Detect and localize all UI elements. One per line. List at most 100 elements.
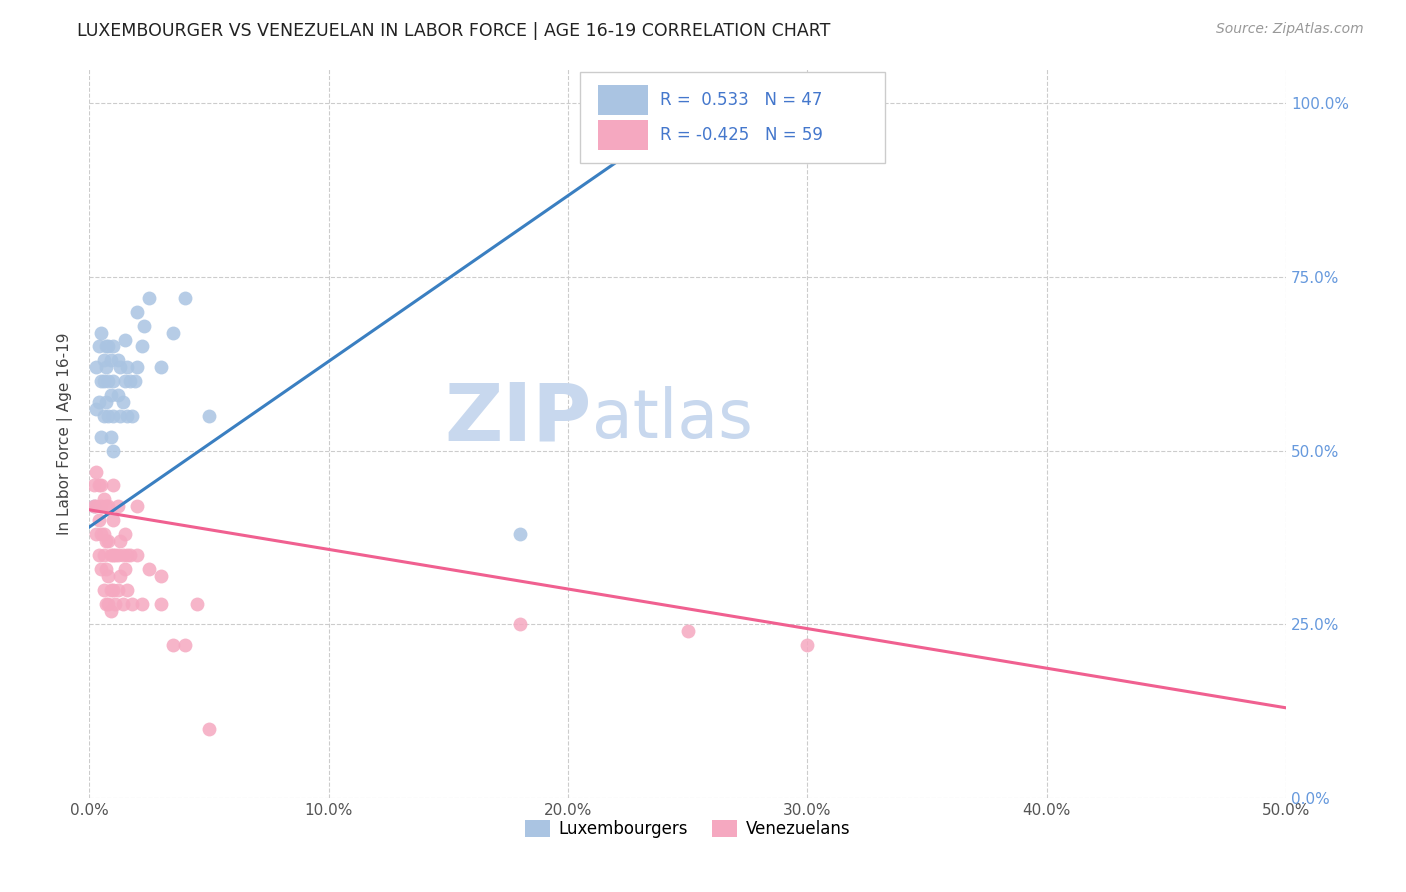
Legend: Luxembourgers, Venezuelans: Luxembourgers, Venezuelans	[517, 813, 858, 845]
Point	[94, 500, 117, 514]
Point	[87, 339, 110, 353]
Point	[86, 527, 108, 541]
Point	[101, 478, 124, 492]
Point	[107, 582, 129, 597]
Text: R =  0.533   N = 47: R = 0.533 N = 47	[659, 91, 823, 109]
Point	[138, 291, 160, 305]
FancyBboxPatch shape	[598, 85, 648, 115]
Point	[114, 562, 136, 576]
Point	[94, 534, 117, 549]
Point	[90, 430, 112, 444]
Point	[97, 339, 120, 353]
Point	[83, 478, 105, 492]
Point	[110, 568, 132, 582]
Point	[101, 374, 124, 388]
Point	[97, 534, 120, 549]
Point	[97, 409, 120, 423]
Point	[86, 465, 108, 479]
Point	[110, 360, 132, 375]
Text: atlas: atlas	[592, 385, 752, 451]
Point	[131, 597, 153, 611]
Point	[104, 597, 127, 611]
Point	[87, 548, 110, 562]
Point	[94, 360, 117, 375]
Point	[94, 395, 117, 409]
Point	[100, 388, 122, 402]
Point	[174, 291, 197, 305]
Point	[93, 409, 115, 423]
Text: ZIP: ZIP	[444, 380, 592, 458]
Point	[509, 527, 531, 541]
Point	[107, 500, 129, 514]
Point	[125, 500, 148, 514]
Point	[111, 548, 134, 562]
Point	[97, 597, 120, 611]
Point	[121, 597, 143, 611]
Point	[149, 568, 172, 582]
Point	[118, 548, 141, 562]
Point	[121, 409, 143, 423]
Point	[101, 443, 124, 458]
Point	[111, 597, 134, 611]
Point	[107, 353, 129, 368]
Point	[94, 562, 117, 576]
Point	[110, 409, 132, 423]
Point	[94, 597, 117, 611]
Point	[83, 500, 105, 514]
Point	[676, 624, 699, 639]
Point	[174, 638, 197, 652]
Point	[125, 360, 148, 375]
Point	[198, 722, 221, 736]
Point	[90, 374, 112, 388]
Point	[100, 353, 122, 368]
FancyBboxPatch shape	[579, 72, 884, 163]
Point	[111, 395, 134, 409]
Point	[101, 339, 124, 353]
Point	[101, 548, 124, 562]
Point	[131, 339, 153, 353]
Point	[138, 562, 160, 576]
Point	[87, 395, 110, 409]
Point	[100, 548, 122, 562]
Point	[134, 318, 156, 333]
Point	[93, 527, 115, 541]
Point	[114, 333, 136, 347]
Point	[107, 548, 129, 562]
Point	[90, 478, 112, 492]
Point	[90, 562, 112, 576]
Y-axis label: In Labor Force | Age 16-19: In Labor Force | Age 16-19	[58, 332, 73, 534]
Point	[100, 603, 122, 617]
Point	[97, 568, 120, 582]
Point	[114, 527, 136, 541]
Point	[93, 353, 115, 368]
Point	[97, 500, 120, 514]
Point	[86, 402, 108, 417]
Point	[90, 326, 112, 340]
Point	[186, 597, 208, 611]
Point	[104, 548, 127, 562]
Point	[101, 513, 124, 527]
Point	[198, 409, 221, 423]
Text: Source: ZipAtlas.com: Source: ZipAtlas.com	[1216, 22, 1364, 37]
Point	[101, 582, 124, 597]
Point	[83, 500, 105, 514]
Point	[162, 326, 184, 340]
Point	[114, 374, 136, 388]
Point	[93, 492, 115, 507]
Point	[100, 582, 122, 597]
Point	[149, 597, 172, 611]
Point	[149, 360, 172, 375]
Text: LUXEMBOURGER VS VENEZUELAN IN LABOR FORCE | AGE 16-19 CORRELATION CHART: LUXEMBOURGER VS VENEZUELAN IN LABOR FORC…	[77, 22, 831, 40]
FancyBboxPatch shape	[598, 120, 648, 150]
Point	[796, 638, 818, 652]
Point	[100, 430, 122, 444]
Point	[93, 582, 115, 597]
Point	[87, 478, 110, 492]
Point	[94, 339, 117, 353]
Point	[93, 548, 115, 562]
Point	[125, 304, 148, 318]
Point	[117, 582, 139, 597]
Point	[107, 388, 129, 402]
Point	[124, 374, 146, 388]
Text: R = -0.425   N = 59: R = -0.425 N = 59	[659, 126, 823, 144]
